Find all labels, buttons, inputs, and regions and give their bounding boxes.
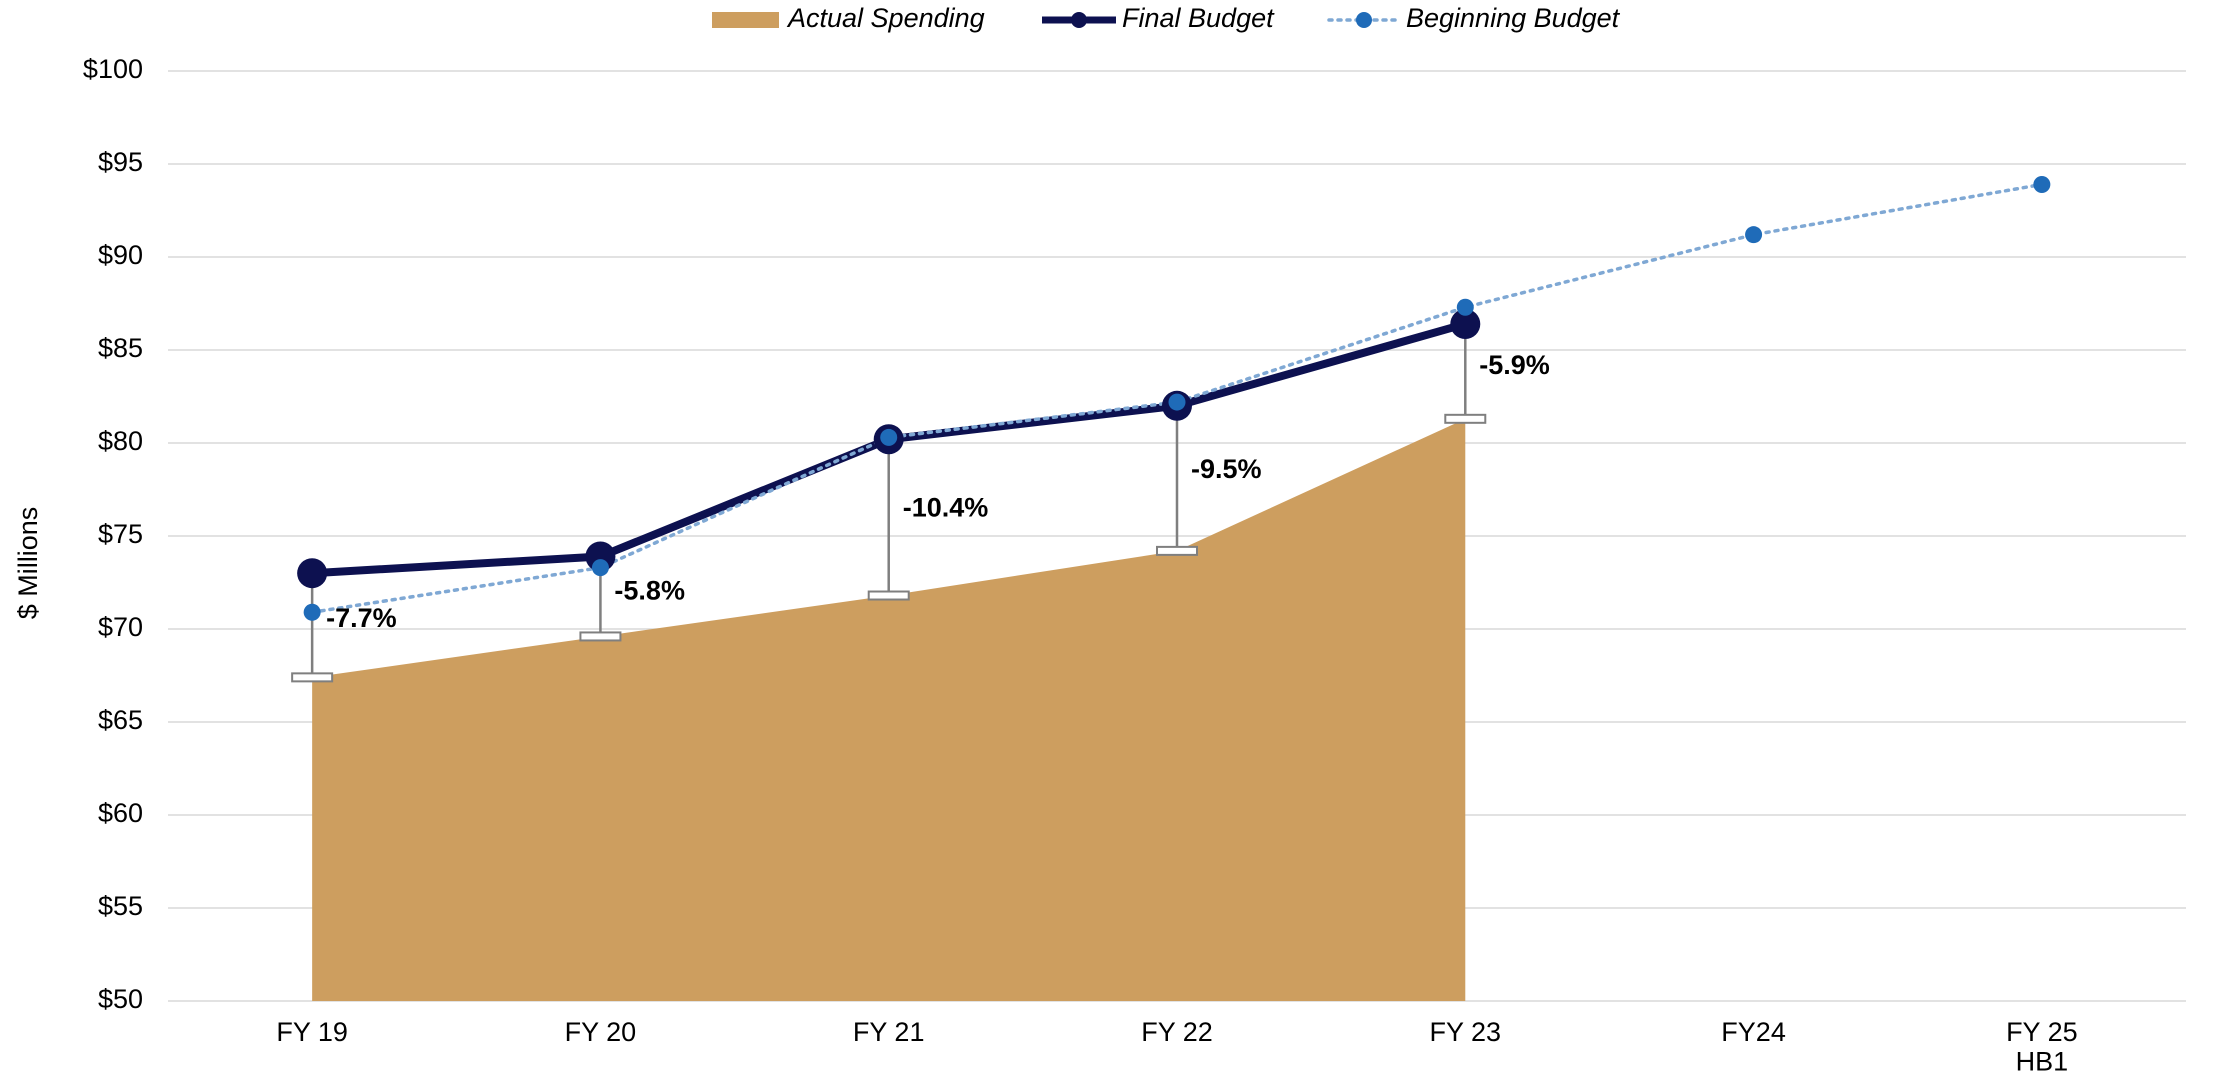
- legend-marker: [1356, 12, 1372, 28]
- legend-marker: [1071, 12, 1087, 28]
- y-tick-label: $50: [98, 984, 143, 1014]
- legend-label: Actual Spending: [786, 3, 985, 33]
- marker: [880, 428, 898, 446]
- area: [312, 418, 1466, 1001]
- y-axis-label: $ Millions: [13, 507, 43, 620]
- gap-cap: [1444, 413, 1487, 424]
- marker: [297, 558, 328, 589]
- marker: [1450, 308, 1481, 339]
- y-tick-label: $70: [98, 612, 143, 642]
- gap-label: -9.5%: [1191, 454, 1262, 484]
- gap-label: -7.7%: [326, 603, 397, 633]
- gap-label: -5.8%: [614, 576, 685, 606]
- y-tick-label: $65: [98, 705, 143, 735]
- y-tick-label: $55: [98, 891, 143, 921]
- x-tick-label: FY 20: [565, 1017, 637, 1047]
- y-tick-label: $90: [98, 240, 143, 270]
- marker: [303, 603, 321, 621]
- y-tick-label: $100: [83, 54, 143, 84]
- gap-cap: [579, 631, 622, 642]
- gap-label: -5.9%: [1479, 350, 1550, 380]
- x-tick-label: FY 19: [276, 1017, 348, 1047]
- legend-label: Beginning Budget: [1406, 3, 1621, 33]
- x-tick-label: FY24: [1721, 1017, 1786, 1047]
- y-tick-label: $60: [98, 798, 143, 828]
- x-tick-label: FY 22: [1141, 1017, 1213, 1047]
- x-tick-label: FY 23: [1430, 1017, 1502, 1047]
- gap-cap: [867, 590, 910, 601]
- legend-swatch: [712, 12, 779, 28]
- y-tick-label: $95: [98, 147, 143, 177]
- legend-label: Final Budget: [1122, 3, 1275, 33]
- y-tick-label: $80: [98, 426, 143, 456]
- marker: [591, 559, 609, 577]
- gap-cap: [291, 672, 334, 683]
- y-tick-label: $85: [98, 333, 143, 363]
- gap-cap: [1156, 545, 1198, 556]
- x-tick-label: FY 21: [853, 1017, 925, 1047]
- marker: [1745, 226, 1763, 244]
- x-tick-label: FY 25 HB1: [2006, 1017, 2078, 1077]
- y-tick-label: $75: [98, 519, 143, 549]
- marker: [2033, 175, 2051, 193]
- marker: [1456, 298, 1474, 316]
- gap-label: -10.4%: [903, 493, 989, 523]
- marker: [1168, 393, 1186, 411]
